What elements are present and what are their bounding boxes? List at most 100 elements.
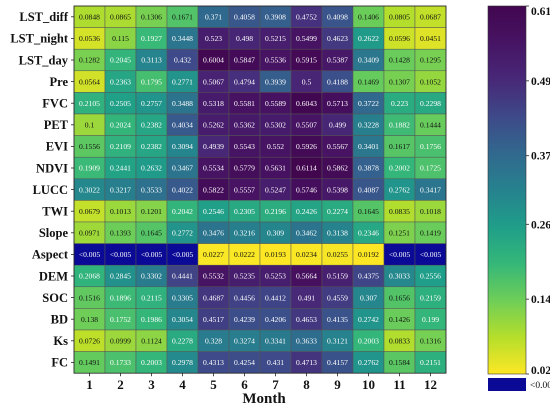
cell-value-label: 0.1444: [420, 121, 441, 130]
cell-value-label: 0.1645: [141, 229, 162, 238]
cell-value-label: 0.3488: [172, 99, 193, 108]
cell-value-label: 0.2115: [141, 293, 162, 302]
cell-value-label: 0.4623: [327, 34, 348, 43]
cell-value-label: 0.0451: [420, 34, 441, 43]
cell-value-label: 0.3138: [327, 229, 348, 238]
column-labels: 1 2 3 4 5 6 7 8 9 10 11 12: [86, 373, 437, 392]
cell-value-label: 0.1896: [110, 293, 131, 302]
cell-value-label: 0.523: [205, 34, 222, 43]
cell-value-label: 0.1882: [389, 121, 410, 130]
cell-value-label: 0.4188: [327, 77, 348, 86]
row-label: FVC: [42, 97, 68, 111]
cell-value-label: 0.1251: [389, 229, 410, 238]
cell-value-label: 0.2426: [296, 207, 317, 216]
cell-value-label: 0.4313: [203, 358, 224, 367]
cell-value-label: 0.1617: [389, 142, 410, 151]
cell-value-label: 0.4058: [234, 13, 255, 22]
cell-value-label: 0.1584: [389, 358, 410, 367]
cell-value-label: 0.3462: [296, 229, 317, 238]
cell-value-label: 0.3054: [172, 315, 193, 324]
cell-value-label: 0.4653: [296, 315, 317, 324]
cell-value-label: 0.2382: [141, 142, 162, 151]
cell-value-label: 0.3467: [172, 164, 193, 173]
cell-value-label: 0.1: [85, 121, 95, 130]
cell-value-label: 0.2556: [420, 272, 441, 281]
cell-value-label: 0.1756: [420, 142, 441, 151]
row-label: LST_night: [10, 32, 69, 46]
cell-value-label: 0.4098: [327, 13, 348, 22]
cell-value-label: 0.2632: [141, 164, 162, 173]
cell-value-label: 0.1795: [141, 77, 162, 86]
cell-value-label: 0.1282: [79, 56, 100, 65]
cell-value-label: 0.3878: [358, 164, 379, 173]
cell-value-label: 0.0833: [389, 337, 410, 346]
cell-value-label: 0.4517: [203, 315, 224, 324]
cell-value-label: 0.2771: [172, 77, 193, 86]
cell-value-label: 0.5926: [296, 142, 317, 151]
colorbar-tick-label: 0.61: [531, 6, 550, 18]
cell-value-label: 0.3476: [203, 229, 224, 238]
cell-value-label: 0.2845: [110, 272, 131, 281]
cell-value-label: 0.0564: [79, 77, 100, 86]
cell-value-label: 0.2278: [172, 337, 193, 346]
cell-value-label: 0.5318: [203, 99, 224, 108]
cell-value-label: 0.3094: [172, 142, 193, 151]
cell-value-label: 0.5067: [203, 77, 224, 86]
cell-value-label: 0.1516: [79, 293, 100, 302]
cell-value-label: 0.1491: [79, 358, 100, 367]
cell-value-label: 0.0848: [79, 13, 100, 22]
cell-value-label: 0.5235: [234, 272, 255, 281]
cell-value-label: <0.005: [79, 250, 101, 259]
cell-value-label: 0.3217: [110, 185, 131, 194]
column-label: 1: [86, 377, 93, 392]
cell-value-label: 0.3417: [420, 185, 441, 194]
cell-value-label: 0.4713: [296, 358, 317, 367]
cell-value-label: 0.5915: [296, 56, 317, 65]
cell-value-label: <0.005: [389, 250, 411, 259]
cell-value-label: 0.1671: [172, 13, 193, 22]
cell-value-label: 0.4794: [234, 77, 255, 86]
cell-value-label: 0.1201: [141, 207, 162, 216]
cell-value-label: 0.4135: [327, 315, 348, 324]
row-label: Ks: [53, 334, 68, 348]
cell-value-label: 0.6043: [296, 99, 317, 108]
cell-value-label: 0.4254: [234, 358, 255, 367]
cell-value-label: 0.3908: [265, 13, 286, 22]
cell-value-label: 0.4441: [172, 272, 193, 281]
cell-value-label: 0.1426: [389, 315, 410, 324]
row-label: PET: [44, 118, 69, 132]
colorbar-tick-label: 0.37: [531, 151, 550, 163]
cell-value-label: 0.5567: [327, 142, 348, 151]
cell-value-label: 0.5534: [203, 164, 224, 173]
cell-value-label: 0.5862: [327, 164, 348, 173]
cell-value-label: 0.1406: [358, 13, 379, 22]
column-label: 8: [303, 377, 310, 392]
cell-value-label: 0.4375: [358, 272, 379, 281]
cell-value-label: 0.2042: [172, 207, 193, 216]
colorbar-tick-label: 0.14: [531, 294, 550, 306]
cell-value-label: 0.2382: [141, 121, 162, 130]
cell-value-label: 0.5247: [265, 185, 286, 194]
row-label: DEM: [39, 269, 68, 283]
row-label: Pre: [49, 75, 68, 89]
cell-value-label: 0.3305: [172, 293, 193, 302]
row-label: TWI: [42, 205, 68, 219]
row-label: LST_diff: [19, 10, 68, 24]
cell-value-label: 0.1124: [141, 337, 162, 346]
cell-value-label: 0.4456: [234, 293, 255, 302]
column-label: 3: [148, 377, 155, 392]
cell-value-label: 0.499: [329, 121, 346, 130]
cell-value-label: 0.4412: [265, 293, 286, 302]
cell-value-label: 0.5159: [327, 272, 348, 281]
cell-value-label: 0.0805: [389, 13, 410, 22]
cell-value-label: 0.5302: [265, 121, 286, 130]
cell-value-label: 0.0835: [389, 207, 410, 216]
cell-value-label: 0.371: [205, 13, 222, 22]
cell-value-label: <0.005: [420, 250, 442, 259]
cell-value-label: 0.2346: [358, 229, 379, 238]
cell-value-label: 0.2441: [110, 164, 131, 173]
colorbar-tick-label: 0.49: [531, 76, 550, 88]
cell-value-label: 0.5779: [234, 164, 255, 173]
cell-value-label: 0.3121: [327, 337, 348, 346]
cell-value-label: 0.4939: [203, 142, 224, 151]
